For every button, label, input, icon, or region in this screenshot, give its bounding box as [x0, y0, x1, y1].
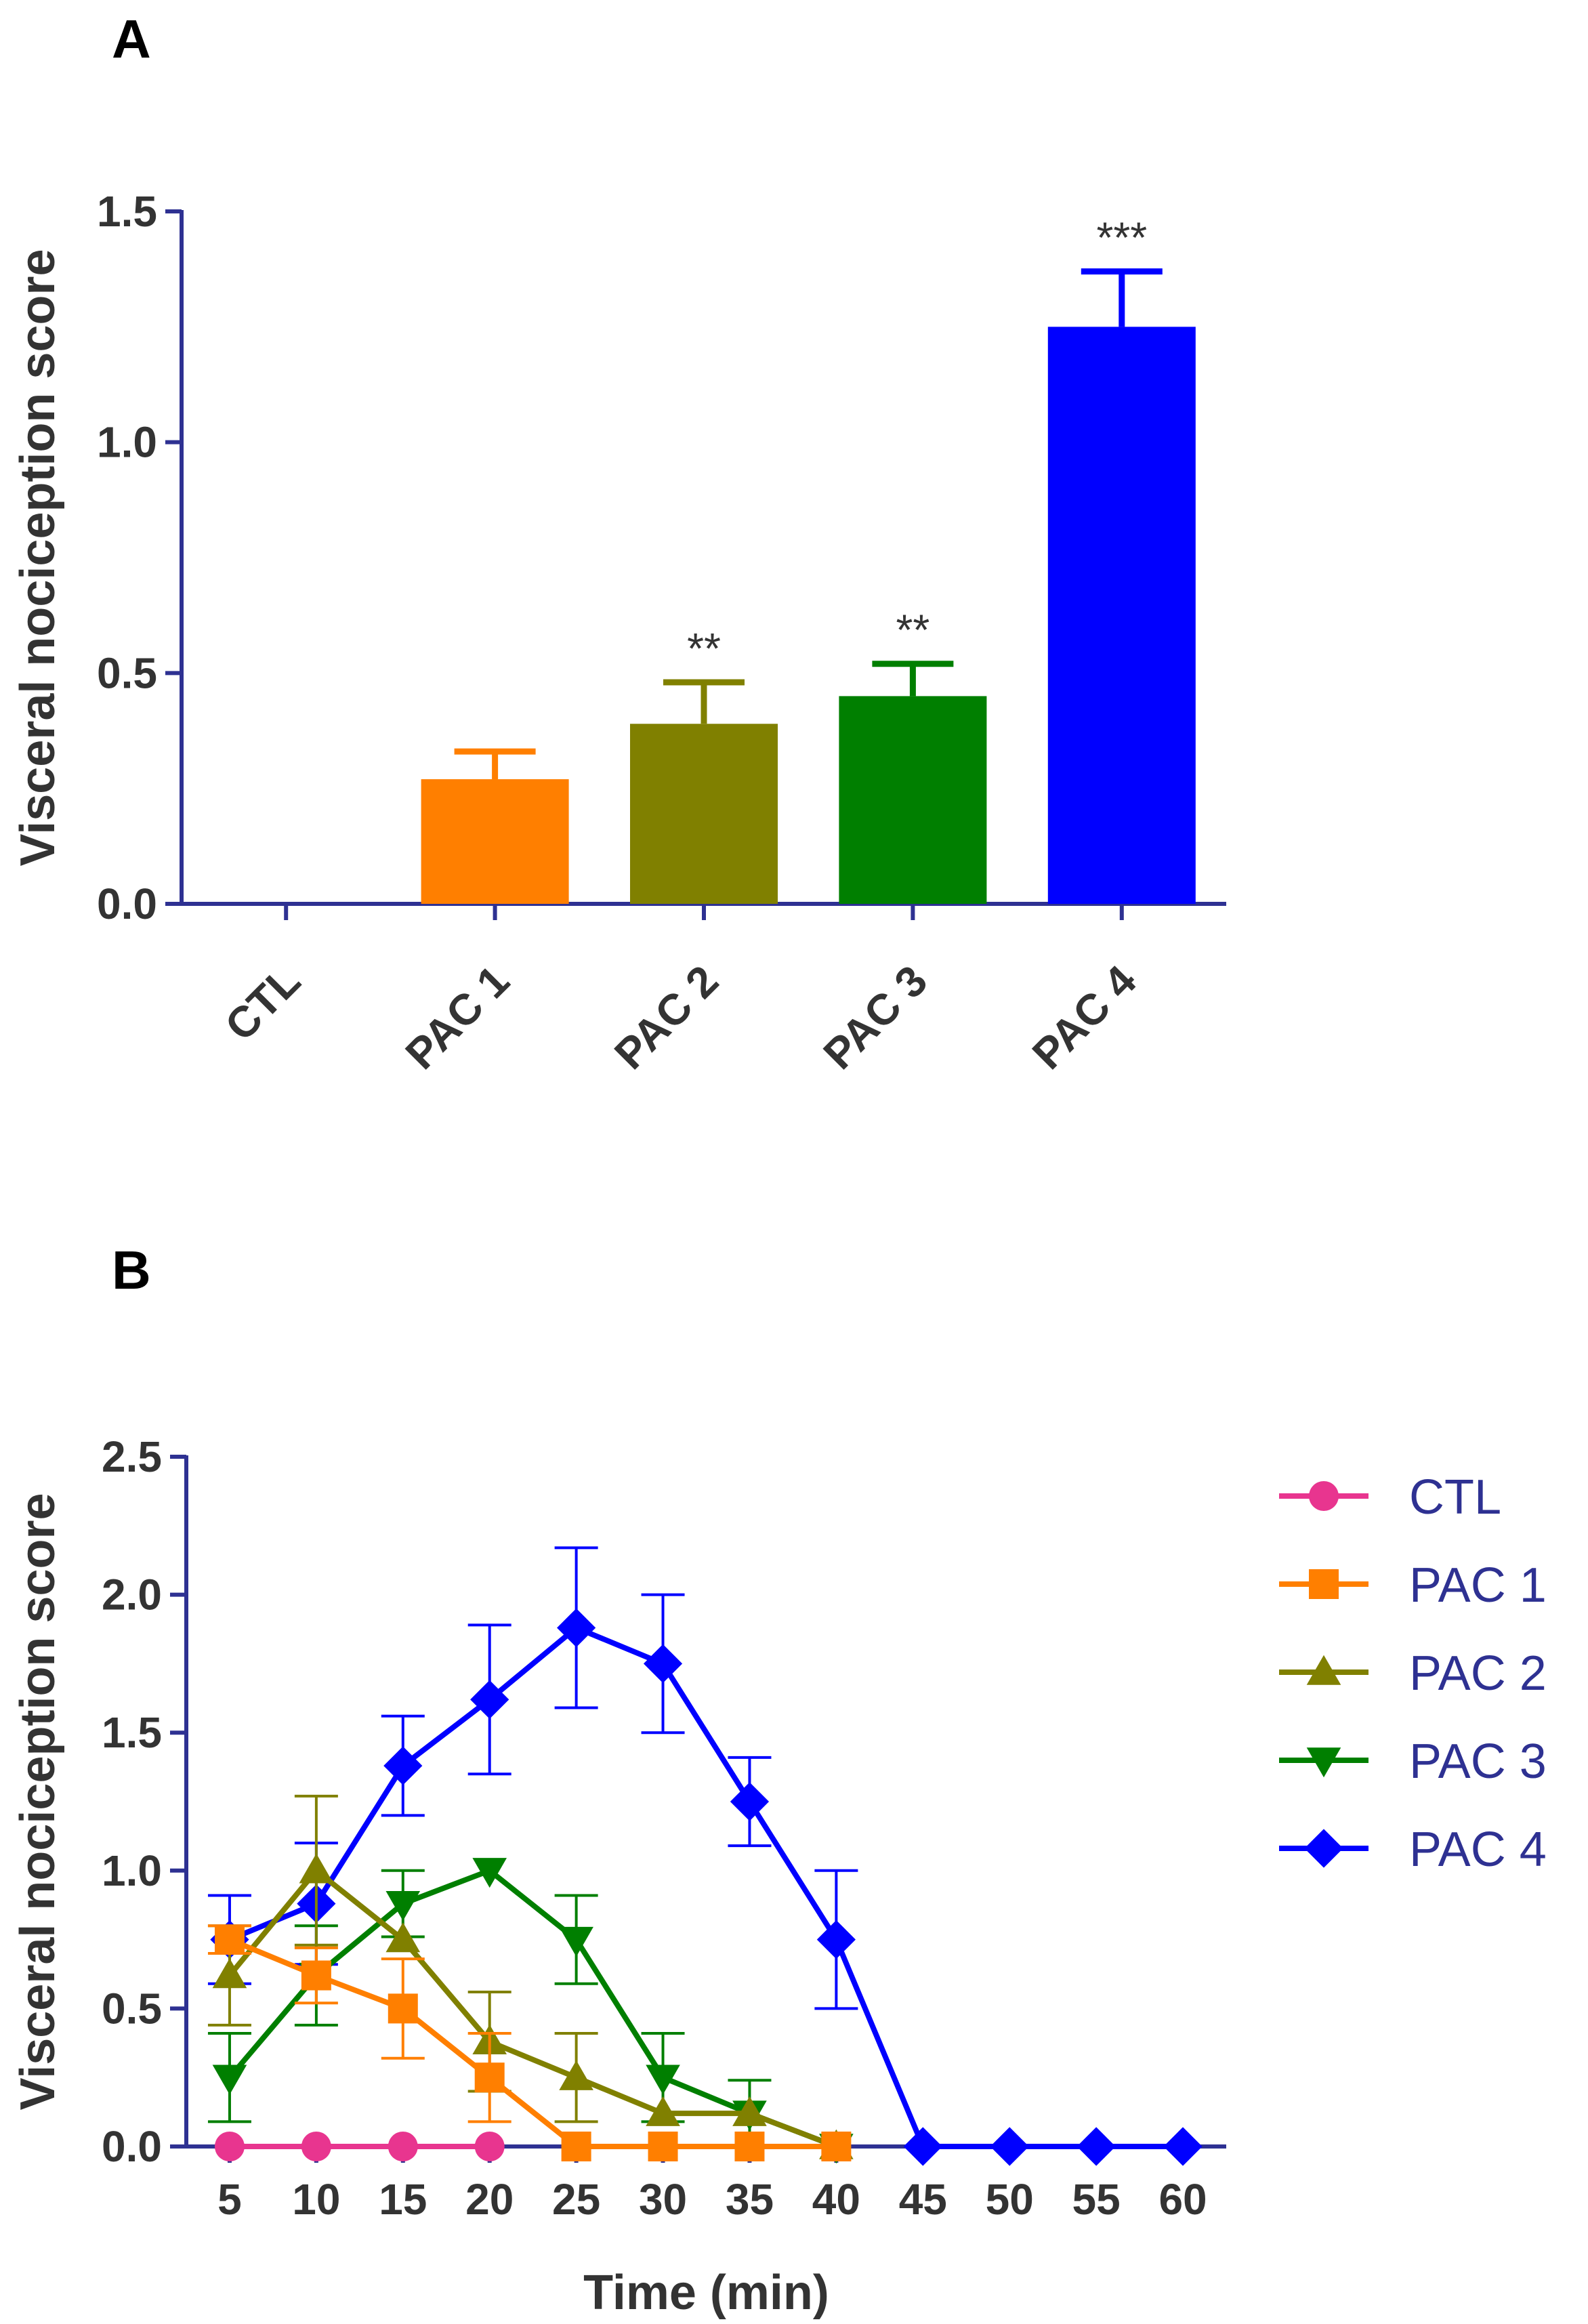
panel-b-point — [646, 2064, 680, 2095]
panel-b-legend-item: PAC 1 — [1279, 1558, 1547, 1613]
panel-b-x-tick-label: 15 — [379, 2175, 427, 2224]
panel-b-point — [214, 2132, 245, 2161]
panel-a-y-tick-label: 0.0 — [97, 879, 157, 928]
panel-b-point — [470, 1680, 509, 1719]
panel-b-series — [207, 1546, 1203, 2166]
panel-a-significance: ** — [896, 606, 929, 655]
panel-a-y-tick-label: 0.5 — [97, 648, 157, 697]
panel-b-point — [816, 1920, 856, 1959]
panel-b-point — [301, 2132, 331, 2161]
panel-b-y-tick-label: 0.0 — [102, 2122, 162, 2171]
panel-b-point — [730, 1782, 770, 1821]
panel-b-legend-item: CTL — [1279, 1470, 1501, 1524]
panel-b-point — [472, 1858, 507, 1888]
panel-b-x-tick-label: 45 — [899, 2175, 947, 2224]
panel-b-legend-marker — [1304, 1829, 1343, 1868]
panel-b-point — [561, 2132, 591, 2161]
panel-b-x-tick-label: 20 — [465, 2175, 514, 2224]
panel-b-point — [732, 2096, 767, 2126]
panel-a-bar — [630, 724, 778, 904]
panel-a-significance: ** — [687, 624, 721, 673]
panel-b-letter: B — [112, 1240, 151, 1300]
panel-b-line-chart: B Visceral nociception score Time (min) … — [11, 1240, 1547, 2320]
panel-b-point — [557, 1608, 596, 1648]
panel-a-bar — [421, 779, 569, 904]
panel-b-legend-label: PAC 4 — [1409, 1823, 1547, 1877]
panel-b-x-tick-label: 50 — [986, 2175, 1034, 2224]
panel-b-x-tick-label: 30 — [639, 2175, 687, 2224]
panel-b-point — [301, 1960, 331, 1991]
panel-b-x-tick-label: 55 — [1072, 2175, 1121, 2224]
panel-b-point — [821, 2132, 852, 2161]
panel-b-point — [646, 2096, 680, 2126]
panel-b-legend: CTL PAC 1 PAC 2 PAC 3 PAC 4 — [1279, 1470, 1547, 1877]
panel-a-y-tick-label: 1.0 — [97, 418, 157, 467]
panel-b-legend-marker — [1309, 1569, 1339, 1599]
panel-b-x-tick-label: 10 — [292, 2175, 340, 2224]
panel-b-point — [559, 2060, 593, 2090]
panel-b-point — [212, 2064, 247, 2095]
panel-b-x-tick-label: 60 — [1158, 2175, 1207, 2224]
panel-b-point — [648, 2132, 678, 2161]
panel-b-x-tick-label: 40 — [812, 2175, 860, 2224]
panel-b-point — [214, 1924, 245, 1955]
panel-b-legend-marker — [1306, 1747, 1341, 1778]
panel-b-y-tick-label: 0.5 — [102, 1984, 162, 2033]
panel-b-point — [643, 1644, 683, 1683]
panel-b-x-axis-label: Time (min) — [583, 2266, 829, 2320]
panel-a-x-tick-label: PAC 2 — [605, 956, 728, 1079]
panel-b-legend-marker — [1309, 1481, 1339, 1511]
panel-a-y-axis-label: Visceral nociception score — [11, 249, 65, 866]
panel-b-point — [734, 2132, 765, 2161]
panel-b-y-tick-label: 2.0 — [102, 1571, 162, 1619]
panel-b-point — [903, 2127, 942, 2166]
panel-b-legend-item: PAC 4 — [1279, 1823, 1547, 1877]
panel-b-point — [559, 1926, 593, 1957]
panel-b-x-tick-label: 35 — [726, 2175, 774, 2224]
panel-b-point — [990, 2127, 1029, 2166]
panel-a-x-tick-label: PAC 4 — [1023, 956, 1146, 1079]
panel-b-x-tick-label: 25 — [552, 2175, 600, 2224]
panel-b-legend-marker — [1306, 1655, 1341, 1685]
panel-a-x-tick-label: PAC 1 — [396, 956, 519, 1079]
panel-b-series — [207, 1794, 854, 2159]
panel-a-bar-chart: A Visceral nociception score ** ***** 0.0… — [11, 9, 1226, 1079]
panel-b-point — [388, 1993, 418, 2024]
panel-b-point — [383, 1746, 423, 1785]
panel-b-point — [474, 2132, 505, 2161]
panel-b-legend-item: PAC 3 — [1279, 1735, 1547, 1789]
panel-b-y-tick-label: 2.5 — [102, 1432, 162, 1481]
panel-b-point — [212, 1958, 247, 1989]
panel-b-point — [1163, 2127, 1203, 2166]
panel-b-legend-label: PAC 2 — [1409, 1646, 1547, 1701]
panel-b-point — [1077, 2127, 1116, 2166]
panel-b-point — [299, 1853, 334, 1884]
panel-b-legend-label: CTL — [1409, 1470, 1501, 1524]
panel-b-legend-item: PAC 2 — [1279, 1646, 1547, 1701]
panel-b-y-tick-label: 1.5 — [102, 1708, 162, 1757]
panel-a-x-tick-label: PAC 3 — [814, 956, 936, 1079]
panel-a-significance: *** — [1096, 213, 1147, 262]
panel-b-series — [207, 1924, 852, 2161]
panel-b-y-tick-label: 1.0 — [102, 1846, 162, 1895]
panel-a-y-tick-label: 1.5 — [97, 187, 157, 236]
panel-b-legend-label: PAC 3 — [1409, 1735, 1547, 1789]
panel-a-x-tick-label: CTL — [215, 956, 310, 1050]
panel-b-legend-label: PAC 1 — [1409, 1558, 1547, 1613]
panel-b-series-line — [228, 1625, 1184, 2149]
panel-b-point — [385, 1922, 421, 1953]
panel-b-x-tick-label: 5 — [217, 2175, 242, 2224]
panel-a-bar — [839, 696, 987, 904]
panel-b-series — [214, 2132, 505, 2161]
panel-b-point — [388, 2132, 418, 2161]
panel-b-point — [385, 1890, 421, 1921]
panel-b-y-axis-label: Visceral nociception score — [11, 1493, 65, 2110]
panel-b-point — [474, 2062, 505, 2093]
panel-a-bar — [1047, 327, 1196, 904]
panel-a-letter: A — [112, 9, 151, 69]
